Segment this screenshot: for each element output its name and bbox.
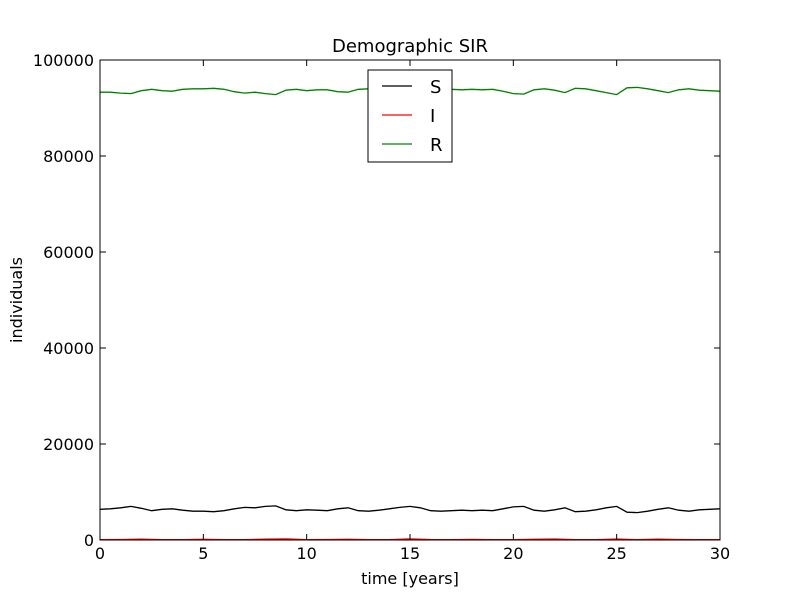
y-tick-label: 60000 bbox=[43, 243, 94, 262]
x-tick-label: 25 bbox=[606, 544, 626, 563]
chart-title: Demographic SIR bbox=[332, 36, 488, 57]
y-tick-label: 20000 bbox=[43, 435, 94, 454]
x-tick-label: 0 bbox=[95, 544, 105, 563]
legend: S I R bbox=[367, 69, 453, 163]
y-tick-label: 0 bbox=[84, 531, 94, 550]
x-tick-label: 30 bbox=[710, 544, 730, 563]
x-axis: 0 5 10 15 20 25 30 bbox=[95, 60, 730, 563]
legend-box bbox=[367, 69, 453, 163]
x-tick-label: 5 bbox=[198, 544, 208, 563]
legend-label-i: I bbox=[430, 106, 435, 127]
series-line-s bbox=[99, 505, 721, 514]
x-tick-label: 10 bbox=[296, 544, 316, 563]
legend-label-s: S bbox=[430, 77, 441, 98]
x-tick-label: 15 bbox=[400, 544, 420, 563]
y-axis: 0 20000 40000 60000 80000 100000 bbox=[33, 51, 720, 550]
y-tick-label: 100000 bbox=[33, 51, 94, 70]
y-axis-label: individuals bbox=[7, 257, 26, 343]
y-tick-label: 40000 bbox=[43, 339, 94, 358]
y-tick-label: 80000 bbox=[43, 147, 94, 166]
legend-label-r: R bbox=[430, 135, 443, 156]
x-axis-label: time [years] bbox=[361, 569, 459, 588]
x-tick-label: 20 bbox=[503, 544, 523, 563]
